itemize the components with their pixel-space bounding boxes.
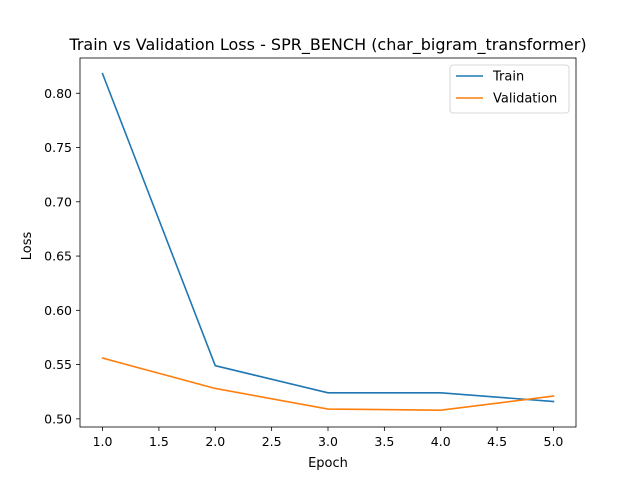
legend-label-validation: Validation <box>493 92 557 107</box>
y-tick-label: 0.80 <box>44 86 72 101</box>
x-tick-label: 4.5 <box>487 434 507 449</box>
y-tick-label: 0.60 <box>44 303 72 318</box>
y-axis-label: Loss <box>20 232 35 261</box>
legend: Train Validation <box>449 64 570 114</box>
chart-title: Train vs Validation Loss - SPR_BENCH (ch… <box>68 35 586 55</box>
legend-label-train: Train <box>492 70 524 85</box>
x-tick-label: 1.0 <box>93 434 113 449</box>
x-tick-label: 2.5 <box>262 434 282 449</box>
series-line-validation <box>101 357 555 411</box>
x-tick-label: 5.0 <box>544 434 564 449</box>
x-tick-label: 3.0 <box>318 434 338 449</box>
y-tick-label: 0.50 <box>44 411 72 426</box>
y-tick-label: 0.55 <box>44 357 72 372</box>
x-tick-label: 4.0 <box>431 434 451 449</box>
legend-box <box>449 64 570 114</box>
x-tick-label: 3.5 <box>374 434 394 449</box>
axes-frame <box>79 57 577 428</box>
y-tick-label: 0.70 <box>44 194 72 209</box>
series-line-train <box>101 72 555 403</box>
x-axis-label: Epoch <box>308 456 348 471</box>
plot-area: 1.0 1.5 2.0 2.5 3.0 3.5 4.0 4.5 5.0 0.50 0.55 0.60 0… <box>44 57 577 449</box>
y-tick-label: 0.75 <box>44 140 72 155</box>
y-tick-label: 0.65 <box>44 249 72 264</box>
x-tick-label: 1.5 <box>149 434 169 449</box>
x-tick-label: 2.0 <box>205 434 225 449</box>
